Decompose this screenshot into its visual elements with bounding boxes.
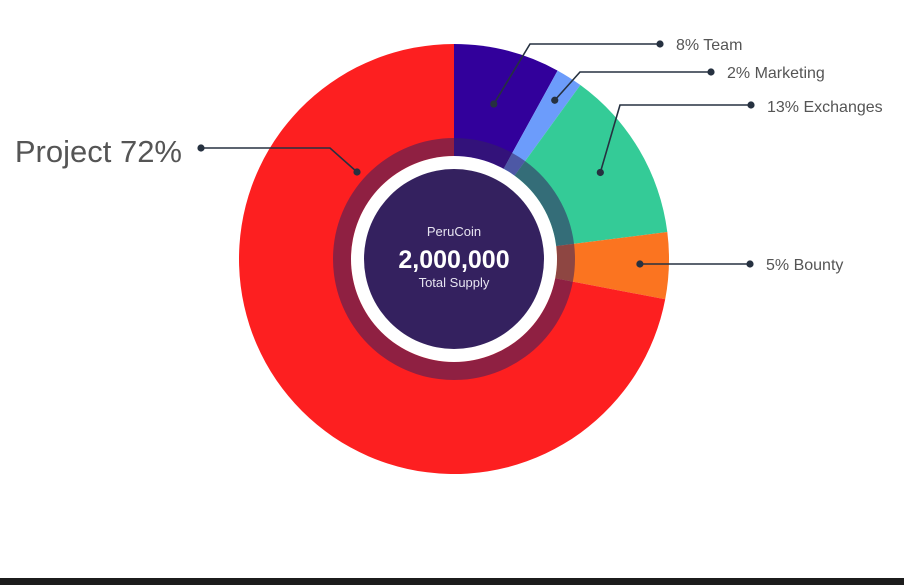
callout-label-2-marketing: 2% Marketing xyxy=(727,65,825,82)
ring-segment-13-exchanges xyxy=(514,161,575,247)
callout-dot-13-exchanges-start xyxy=(596,168,604,177)
callout-dot-5-bounty-start xyxy=(636,260,644,268)
callout-line-2-marketing xyxy=(554,71,711,101)
center-coin-name: PeruCoin xyxy=(427,224,481,239)
ring-segment-8-team xyxy=(454,138,513,169)
callout-dot-2-marketing-start xyxy=(551,96,559,104)
callout-label-8-team: 8% Team xyxy=(676,37,742,54)
callout-dot-5-bounty-end xyxy=(746,260,754,268)
ring-segment-5-bounty xyxy=(555,243,575,282)
center-caption: Total Supply xyxy=(419,275,490,290)
callout-dot-13-exchanges-end xyxy=(747,101,755,109)
chart-inner-ring xyxy=(332,138,575,380)
callout-dot-8-team-start xyxy=(490,100,498,108)
callout-label-13-exchanges: 13% Exchanges xyxy=(767,99,883,116)
center-total-value: 2,000,000 xyxy=(398,246,509,274)
bottom-bar xyxy=(0,578,904,585)
center-disc xyxy=(364,169,544,349)
callout-line-project-72 xyxy=(201,147,358,173)
callout-label-5-bounty: 5% Bounty xyxy=(766,257,843,274)
callout-line-8-team xyxy=(493,43,660,105)
callout-line-13-exchanges xyxy=(599,104,751,173)
callout-dot-2-marketing-end xyxy=(707,68,715,76)
callout-dot-8-team-end xyxy=(656,40,664,48)
callout-dot-project-72-start xyxy=(353,168,361,176)
chart-callouts: 8% Team 2% Marketing 13% Exchanges 5% Bount… xyxy=(15,37,883,274)
callout-dot-project-72-end xyxy=(197,144,205,152)
ring-segment-2-marketing xyxy=(503,152,526,176)
callout-label-project-72: Project 72% xyxy=(15,134,182,169)
